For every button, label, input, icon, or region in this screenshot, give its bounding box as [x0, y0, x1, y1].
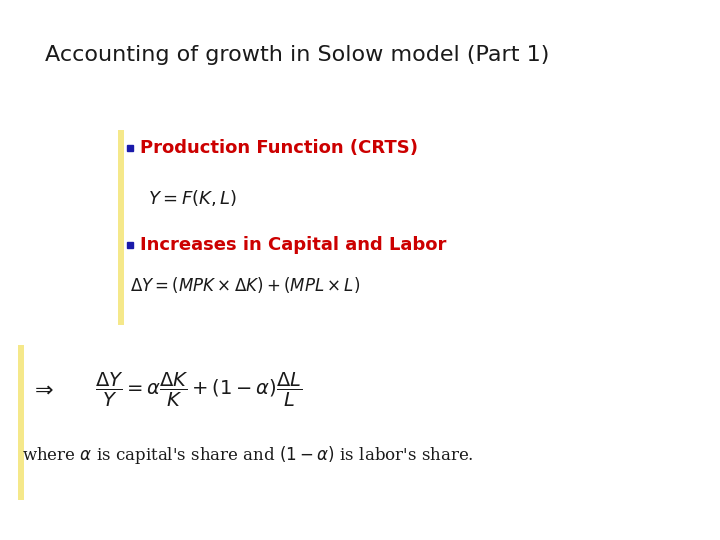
Text: Increases in Capital and Labor: Increases in Capital and Labor	[140, 236, 446, 254]
Text: Production Function (CRTS): Production Function (CRTS)	[140, 139, 418, 157]
Text: $\Rightarrow$: $\Rightarrow$	[30, 380, 54, 400]
Text: $Y = F(K, L)$: $Y = F(K, L)$	[148, 188, 237, 208]
Text: Accounting of growth in Solow model (Part 1): Accounting of growth in Solow model (Par…	[45, 45, 549, 65]
Bar	[118, 130, 124, 325]
Bar	[18, 345, 24, 500]
Text: $\Delta Y = (MPK \times \Delta K) + (MPL \times L)$: $\Delta Y = (MPK \times \Delta K) + (MPL…	[130, 275, 360, 295]
Text: where $\alpha$ is capital's share and $(1 - \alpha)$ is labor's share.: where $\alpha$ is capital's share and $(…	[22, 444, 474, 466]
Text: $\dfrac{\Delta Y}{Y} = \alpha \dfrac{\Delta K}{K} + (1 - \alpha) \dfrac{\Delta L: $\dfrac{\Delta Y}{Y} = \alpha \dfrac{\De…	[95, 371, 302, 409]
